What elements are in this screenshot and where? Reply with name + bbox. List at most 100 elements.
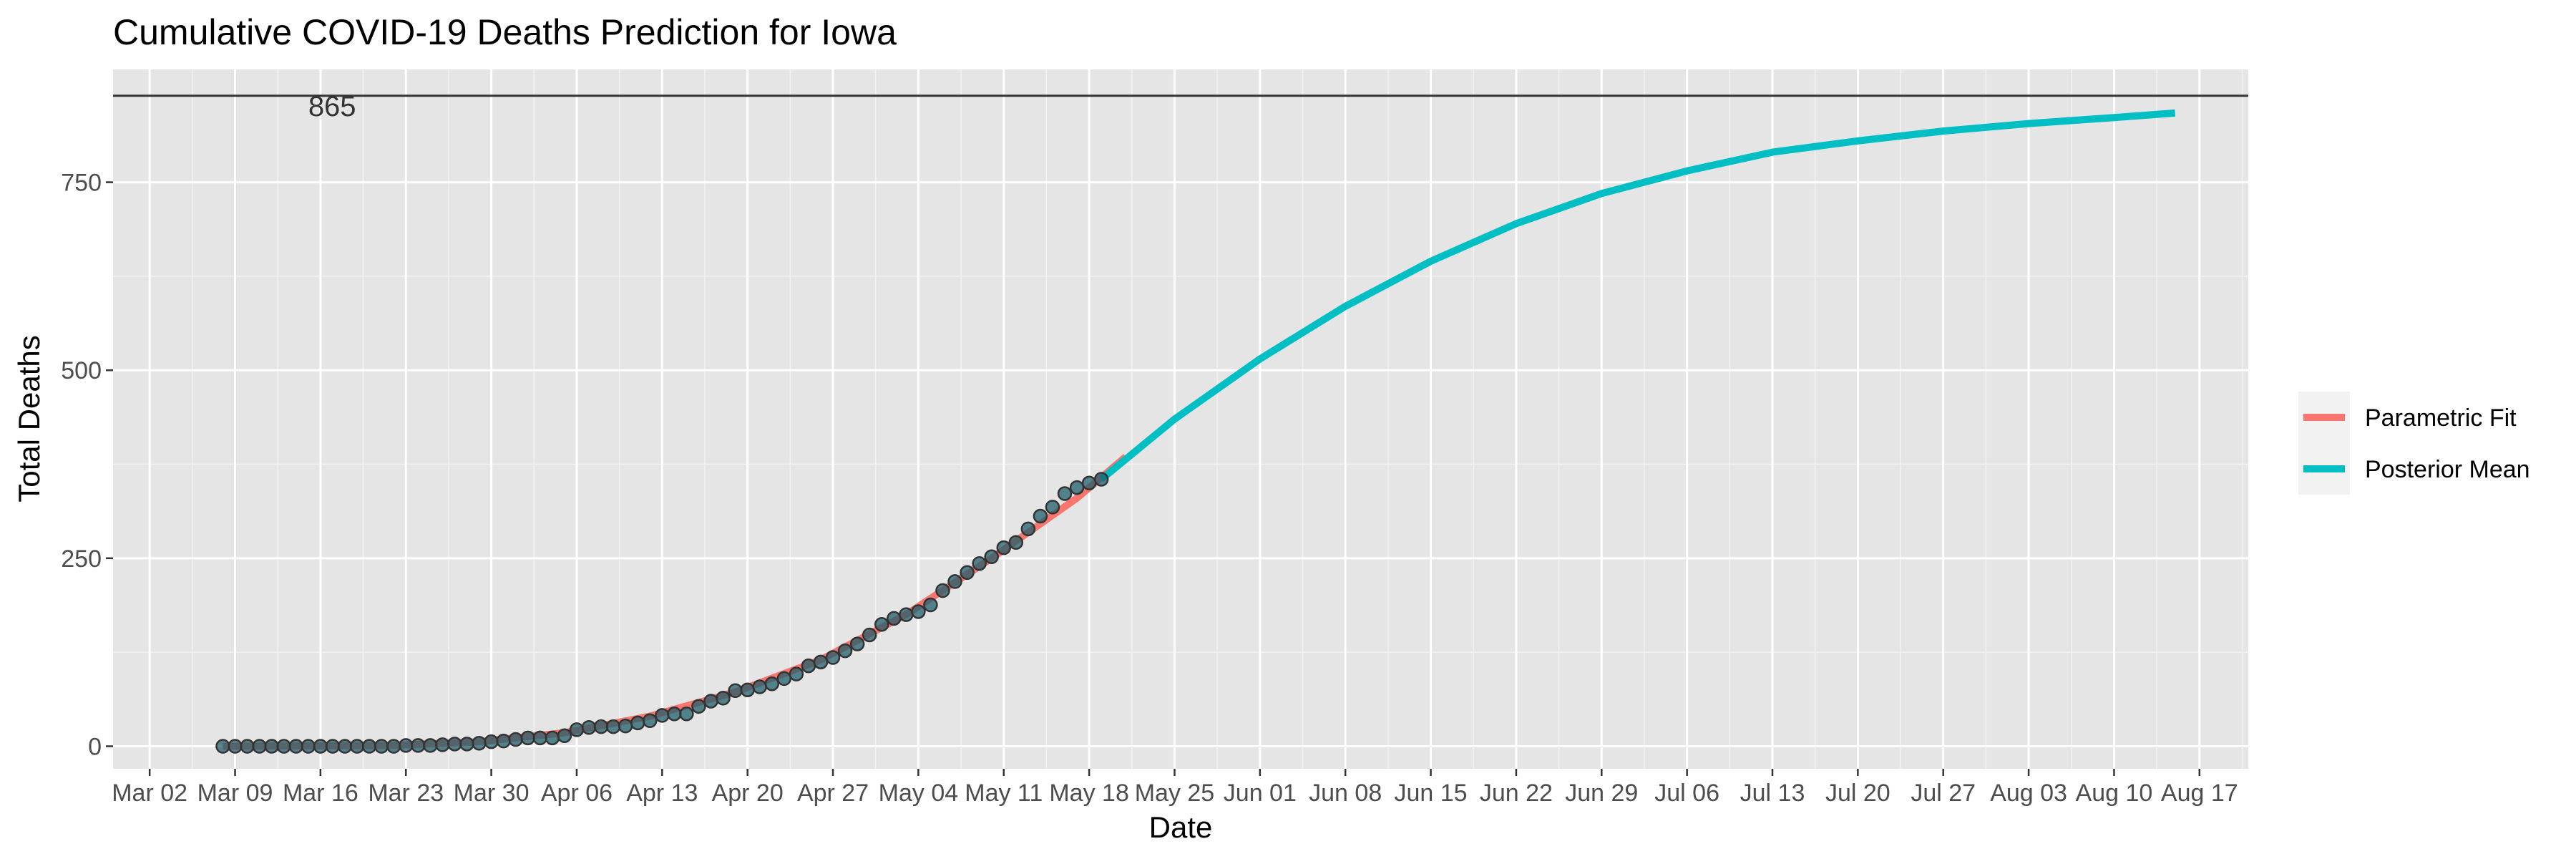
observed-point bbox=[593, 719, 609, 734]
y-tick-label: 250 bbox=[61, 545, 102, 573]
observed-point bbox=[325, 739, 341, 754]
observed-point bbox=[386, 739, 401, 754]
observed-point bbox=[484, 734, 499, 749]
x-axis-title: Date bbox=[1149, 810, 1213, 844]
x-tick-label: Apr 06 bbox=[541, 780, 613, 807]
observed-point bbox=[1069, 480, 1085, 495]
observed-point bbox=[1045, 500, 1060, 515]
x-tick-label: May 25 bbox=[1135, 780, 1215, 807]
observed-point bbox=[435, 737, 450, 752]
observed-point bbox=[508, 732, 523, 747]
observed-point bbox=[532, 730, 548, 746]
observed-point bbox=[923, 597, 938, 613]
observed-point bbox=[288, 739, 304, 754]
observed-point bbox=[740, 682, 755, 697]
observed-point bbox=[716, 690, 731, 706]
observed-point bbox=[1033, 508, 1048, 524]
observed-point bbox=[496, 733, 511, 749]
x-tick-label: Aug 03 bbox=[1990, 780, 2067, 807]
observed-point bbox=[605, 719, 621, 734]
x-tick-label: May 11 bbox=[965, 780, 1043, 807]
observed-point bbox=[764, 676, 780, 691]
x-tick-label: Mar 16 bbox=[283, 780, 358, 807]
observed-point bbox=[776, 671, 792, 686]
observed-point bbox=[972, 555, 987, 571]
observed-point bbox=[252, 739, 267, 754]
observed-point bbox=[655, 708, 670, 723]
reference-line-group: 865 bbox=[113, 91, 2248, 122]
observed-point bbox=[228, 739, 243, 754]
observed-point bbox=[789, 666, 804, 681]
observed-point bbox=[569, 722, 585, 737]
y-tick-label: 500 bbox=[61, 357, 102, 384]
observed-point bbox=[1020, 521, 1036, 537]
legend-label: Posterior Mean bbox=[2365, 456, 2530, 483]
observed-point bbox=[472, 736, 487, 751]
x-tick-label: May 04 bbox=[879, 780, 959, 807]
observed-point bbox=[1093, 472, 1109, 487]
observed-point bbox=[728, 683, 743, 698]
observed-point bbox=[947, 574, 962, 589]
observed-point bbox=[984, 549, 999, 564]
observed-point bbox=[374, 739, 389, 754]
series-line-posterior-mean bbox=[1099, 109, 2176, 482]
observed-point bbox=[960, 565, 975, 581]
x-tick-label: Jul 20 bbox=[1825, 780, 1890, 807]
observed-point bbox=[996, 540, 1012, 555]
observed-point bbox=[862, 627, 877, 643]
x-tick-label: Jun 08 bbox=[1309, 780, 1382, 807]
legend: Parametric Fit Posterior Mean bbox=[2298, 392, 2530, 495]
x-tick-label: Aug 10 bbox=[2076, 780, 2153, 807]
y-axis-title: Total Deaths bbox=[12, 335, 46, 502]
observed-point bbox=[911, 604, 926, 619]
x-tick-label: Jul 13 bbox=[1740, 780, 1805, 807]
x-tick-label: Jul 27 bbox=[1911, 780, 1976, 807]
observed-point bbox=[337, 739, 353, 754]
observed-point bbox=[667, 707, 682, 722]
grid-lines bbox=[113, 69, 2248, 769]
x-tick-label: May 18 bbox=[1049, 780, 1129, 807]
observed-point bbox=[581, 719, 597, 735]
x-tick-label: Apr 27 bbox=[797, 780, 869, 807]
observed-point bbox=[545, 730, 560, 746]
y-tick-label: 750 bbox=[61, 170, 102, 197]
observed-point bbox=[703, 694, 718, 709]
chart-title: Cumulative COVID-19 Deaths Prediction fo… bbox=[113, 12, 897, 52]
observed-point bbox=[887, 611, 902, 626]
observed-point bbox=[874, 617, 889, 632]
x-tick-label: Mar 23 bbox=[368, 780, 444, 807]
x-tick-label: Jun 29 bbox=[1565, 780, 1638, 807]
observed-point bbox=[520, 730, 535, 746]
x-tick-label: Jun 15 bbox=[1395, 780, 1468, 807]
observed-point bbox=[447, 737, 462, 752]
observed-point bbox=[459, 737, 474, 752]
observed-point bbox=[361, 739, 377, 754]
x-tick-label: Jul 06 bbox=[1654, 780, 1719, 807]
axes: Mar 02 Mar 09 Mar 16 Mar 23 Mar 30 Apr 06 Apr … bbox=[61, 170, 2238, 807]
x-tick-label: Mar 09 bbox=[197, 780, 273, 807]
observed-point bbox=[557, 728, 572, 744]
observed-point bbox=[643, 713, 658, 729]
observed-point bbox=[691, 699, 706, 714]
legend-label: Parametric Fit bbox=[2365, 404, 2517, 432]
observed-point bbox=[1057, 486, 1073, 501]
observed-point bbox=[423, 738, 438, 753]
observed-point bbox=[813, 654, 829, 670]
x-tick-label: Mar 30 bbox=[454, 780, 530, 807]
observed-point bbox=[630, 715, 645, 731]
observed-point bbox=[349, 739, 365, 754]
x-tick-label: Mar 02 bbox=[112, 780, 187, 807]
observed-point bbox=[398, 738, 414, 753]
observed-point bbox=[1081, 475, 1097, 491]
x-tick-label: Aug 17 bbox=[2161, 780, 2238, 807]
observed-point bbox=[679, 707, 694, 722]
observed-points bbox=[215, 472, 1109, 754]
observed-point bbox=[264, 739, 279, 754]
observed-point bbox=[411, 738, 426, 753]
observed-point bbox=[276, 739, 291, 754]
observed-point bbox=[849, 636, 865, 651]
observed-point bbox=[801, 658, 816, 674]
observed-point bbox=[215, 739, 230, 754]
observed-point bbox=[935, 583, 950, 598]
